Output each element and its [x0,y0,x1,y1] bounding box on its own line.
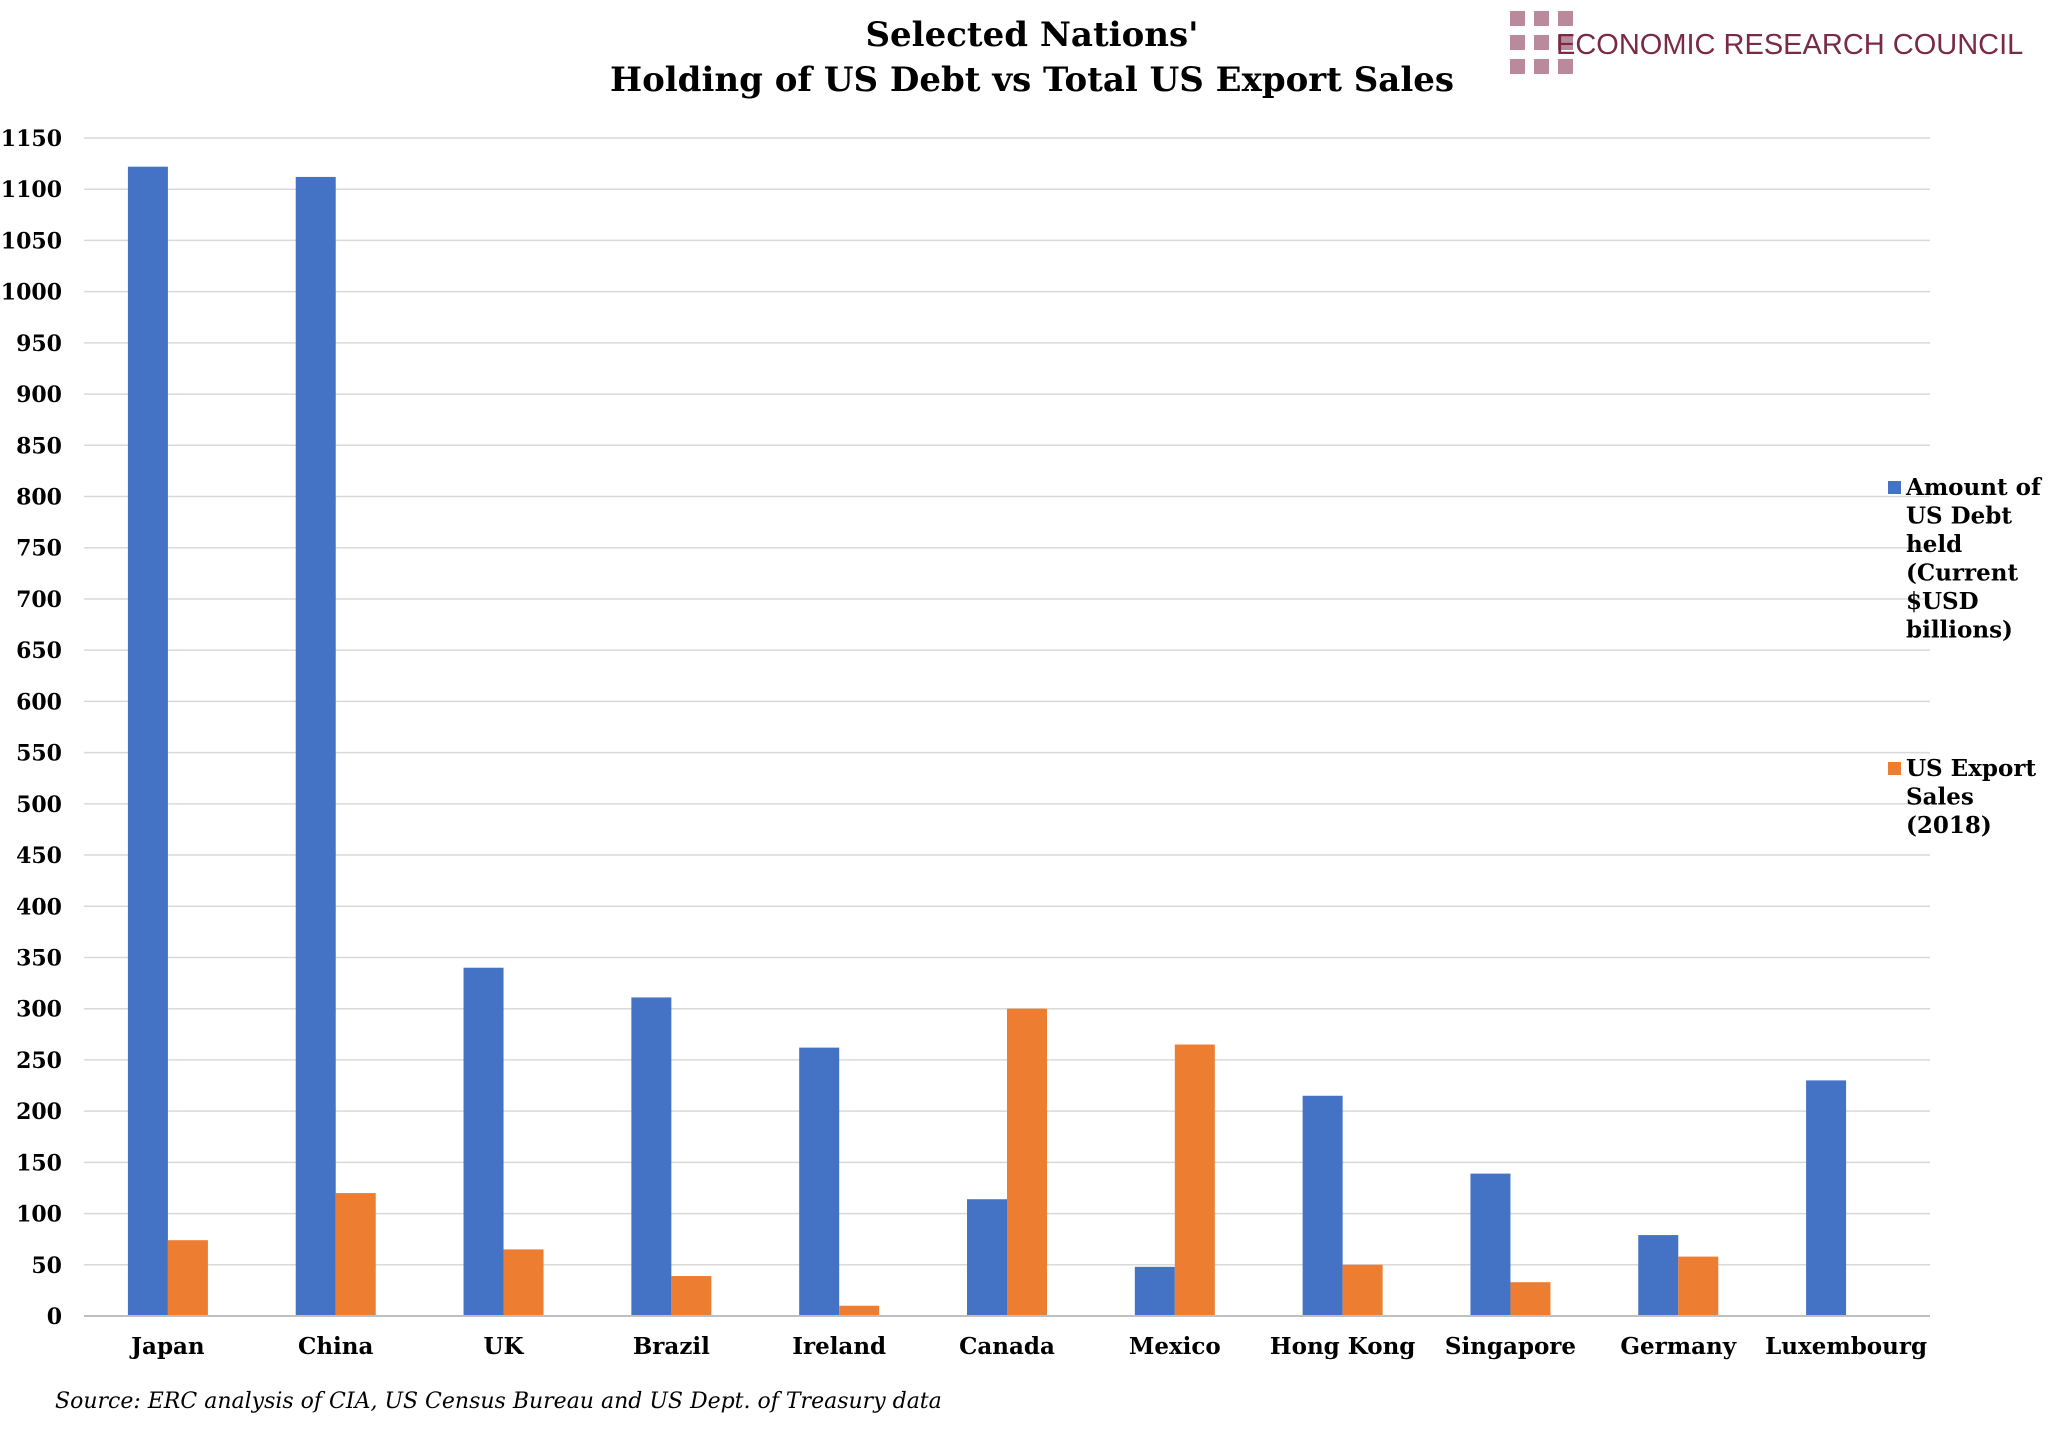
y-tick-label: 800 [16,485,62,511]
chart-title-line-1: Selected Nations' [865,15,1198,55]
legend-label-line: US Debt [1906,503,2012,530]
x-tick-label: Brazil [633,1333,710,1360]
logo-squares-icon [1510,11,1573,74]
logo-square [1534,35,1549,50]
logo-text: ECONOMIC RESEARCH COUNCIL [1556,29,2023,61]
y-tick-label: 50 [31,1253,62,1279]
y-tick-label: 900 [16,382,62,408]
y-tick-label: 200 [16,1099,62,1125]
legend-label-line: held [1906,531,1962,558]
debt-bar-mexico [1134,1266,1175,1316]
y-tick-label: 600 [16,689,62,715]
export-bar-germany [1678,1256,1719,1316]
export-bar-singapore [1510,1282,1551,1316]
export-bar-china [335,1193,376,1316]
legend-label-line: billions) [1906,617,2013,644]
y-tick-label: 400 [16,894,62,920]
debt-bar-hong-kong [1302,1095,1343,1316]
legend-swatch-debt [1888,481,1901,494]
x-tick-label: Germany [1620,1333,1736,1360]
logo-square [1510,59,1525,74]
logo-square [1558,11,1573,26]
logo-square [1534,59,1549,74]
x-tick-label: Ireland [792,1333,886,1360]
y-tick-label: 250 [16,1048,62,1074]
logo-square [1510,11,1525,26]
erc-logo: ECONOMIC RESEARCH COUNCIL [1510,11,2023,74]
x-tick-label: Hong Kong [1270,1333,1416,1360]
export-bar-brazil [671,1276,712,1316]
export-bar-mexico [1174,1044,1215,1316]
logo-square [1558,35,1573,50]
debt-bar-china [295,176,336,1317]
bars [127,166,1847,1317]
y-tick-label: 500 [16,792,62,818]
y-tick-label: 1100 [1,177,62,203]
logo-square [1558,59,1573,74]
debt-bar-brazil [631,997,672,1316]
debt-bar-uk [463,967,504,1316]
export-bar-japan [167,1240,208,1316]
export-bar-ireland [839,1305,880,1316]
x-tick-label: China [298,1333,373,1360]
y-tick-label: 700 [16,587,62,613]
y-tick-label: 150 [16,1150,62,1176]
y-tick-label: 350 [16,945,62,971]
debt-bar-luxembourg [1806,1080,1847,1316]
y-tick-label: 1150 [1,126,62,152]
x-tick-label: Japan [129,1333,205,1360]
chart-title: Selected Nations' Holding of US Debt vs … [610,15,1454,100]
y-tick-label: 100 [16,1202,62,1228]
debt-bar-singapore [1470,1173,1511,1316]
legend-label-line: Sales [1906,784,1974,811]
debt-bar-germany [1638,1235,1679,1316]
x-tick-label: Luxembourg [1765,1333,1927,1360]
y-tick-label: 850 [16,433,62,459]
legend-label-line: $USD [1906,588,1979,615]
debt-bar-ireland [799,1047,840,1316]
y-tick-label: 1050 [1,228,62,254]
legend-label-line: US Export [1906,755,2036,782]
y-tick-label: 950 [16,331,62,357]
y-axis-ticks: 0 50 100 150 200 250 300 350 400 450 500 550 600 650 7… [1,126,62,1330]
logo-square [1534,11,1549,26]
legend-label-line: (2018) [1906,812,1992,839]
x-tick-label: Canada [959,1333,1055,1360]
y-tick-label: 550 [16,741,62,767]
y-tick-label: 1000 [1,280,62,306]
legend-label-line: Amount of [1905,474,2043,501]
chart-title-line-2: Holding of US Debt vs Total US Export Sa… [610,60,1454,100]
debt-bar-japan [127,166,168,1316]
logo-square [1510,35,1525,50]
export-bar-uk [503,1249,544,1316]
y-tick-label: 300 [16,997,62,1023]
legend-swatch-exports [1888,762,1901,775]
y-tick-label: 750 [16,536,62,562]
debt-bar-canada [967,1199,1007,1316]
x-tick-label: Singapore [1445,1333,1576,1360]
x-tick-label: UK [484,1333,525,1360]
export-bar-hong-kong [1342,1264,1383,1316]
legend-label-line: (Current [1906,560,2019,587]
y-tick-label: 650 [16,638,62,664]
x-tick-label: Mexico [1129,1333,1221,1360]
y-tick-label: 450 [16,843,62,869]
export-bar-canada [1007,1008,1047,1316]
x-axis-ticks: Japan China UK Brazil Ireland Canada Mexico Hon… [129,1333,1927,1360]
source-note: Source: ERC analysis of CIA, US Census B… [55,1389,942,1414]
y-tick-label: 0 [47,1304,62,1330]
